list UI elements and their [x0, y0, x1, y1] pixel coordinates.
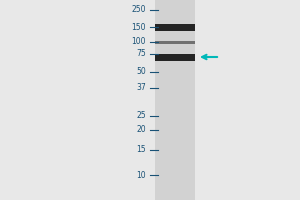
Text: 150: 150	[131, 22, 146, 31]
Text: 15: 15	[136, 146, 146, 154]
Text: 50: 50	[136, 68, 146, 76]
Text: 75: 75	[136, 49, 146, 58]
Text: 20: 20	[136, 126, 146, 134]
Text: 10: 10	[136, 170, 146, 180]
Text: 37: 37	[136, 84, 146, 92]
Text: 100: 100	[131, 38, 146, 46]
Text: 25: 25	[136, 112, 146, 120]
Text: 250: 250	[131, 5, 146, 15]
